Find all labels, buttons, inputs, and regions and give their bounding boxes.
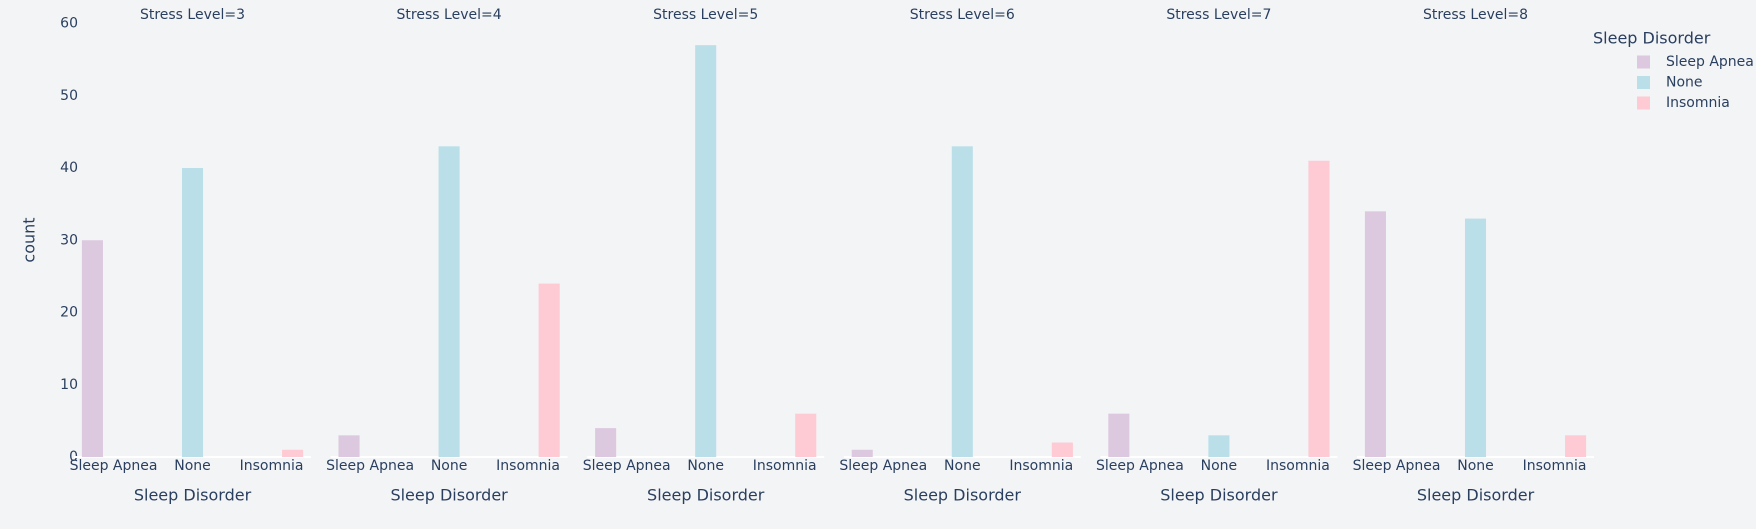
x-axis-title: Sleep Disorder xyxy=(1160,486,1278,505)
x-tick-label: Insomnia xyxy=(1523,458,1587,474)
x-tick-label: Insomnia xyxy=(1266,458,1330,474)
y-tick-label: 10 xyxy=(60,377,78,393)
x-tick-label: None xyxy=(944,458,981,474)
bar xyxy=(795,413,817,457)
facet-title: Stress Level=7 xyxy=(1166,7,1271,23)
legend-label: None xyxy=(1666,75,1703,91)
facet-title: Stress Level=3 xyxy=(140,7,245,23)
y-tick-label: 0 xyxy=(69,449,78,465)
legend-swatch xyxy=(1637,96,1650,110)
bar xyxy=(695,45,717,458)
y-tick-label: 40 xyxy=(60,160,78,176)
y-tick-label: 60 xyxy=(60,16,78,32)
bar xyxy=(81,240,103,457)
facet-title: Stress Level=4 xyxy=(397,7,502,23)
facet-title: Stress Level=5 xyxy=(653,7,758,23)
x-tick-label: None xyxy=(174,458,211,474)
bar xyxy=(1208,435,1230,457)
bar xyxy=(1565,435,1587,457)
x-tick-label: Sleep Apnea xyxy=(1353,458,1441,474)
x-tick-label: Sleep Apnea xyxy=(839,458,927,474)
x-tick-label: Insomnia xyxy=(753,458,817,474)
bar xyxy=(181,168,204,457)
x-tick-label: None xyxy=(431,458,468,474)
y-axis-title: count xyxy=(20,217,39,262)
legend-swatch xyxy=(1637,55,1650,69)
legend-title: Sleep Disorder xyxy=(1593,29,1711,48)
bar xyxy=(538,283,560,457)
x-tick-label: Insomnia xyxy=(496,458,560,474)
bar xyxy=(1108,413,1130,457)
legend-label: Sleep Apnea xyxy=(1666,54,1754,70)
x-axis-title: Sleep Disorder xyxy=(904,486,1022,505)
y-tick-label: 30 xyxy=(60,232,78,248)
legend-swatch xyxy=(1637,76,1650,89)
x-axis-title: Sleep Disorder xyxy=(134,486,252,505)
facet-title: Stress Level=6 xyxy=(910,7,1015,23)
x-tick-label: Sleep Apnea xyxy=(1096,458,1184,474)
x-tick-label: Sleep Apnea xyxy=(70,458,158,474)
bar xyxy=(595,428,617,457)
y-tick-label: 50 xyxy=(60,88,78,104)
bar xyxy=(851,449,873,457)
x-tick-label: None xyxy=(1201,458,1238,474)
legend-label: Insomnia xyxy=(1666,95,1730,111)
bar xyxy=(438,146,460,457)
x-tick-label: Sleep Apnea xyxy=(326,458,414,474)
x-tick-label: Insomnia xyxy=(1009,458,1073,474)
x-tick-label: None xyxy=(687,458,724,474)
bar xyxy=(338,435,360,457)
x-tick-label: Sleep Apnea xyxy=(583,458,671,474)
x-tick-label: None xyxy=(1457,458,1494,474)
x-axis-title: Sleep Disorder xyxy=(647,486,765,505)
x-tick-label: Insomnia xyxy=(240,458,304,474)
bar xyxy=(1051,442,1073,457)
bar xyxy=(282,449,304,457)
bar xyxy=(1464,218,1487,457)
facet-title: Stress Level=8 xyxy=(1423,7,1528,23)
x-axis-title: Sleep Disorder xyxy=(390,486,508,505)
y-tick-label: 20 xyxy=(60,305,78,321)
bar xyxy=(1364,211,1386,457)
bar xyxy=(951,146,973,457)
x-axis-title: Sleep Disorder xyxy=(1417,486,1535,505)
bar xyxy=(1308,160,1330,457)
